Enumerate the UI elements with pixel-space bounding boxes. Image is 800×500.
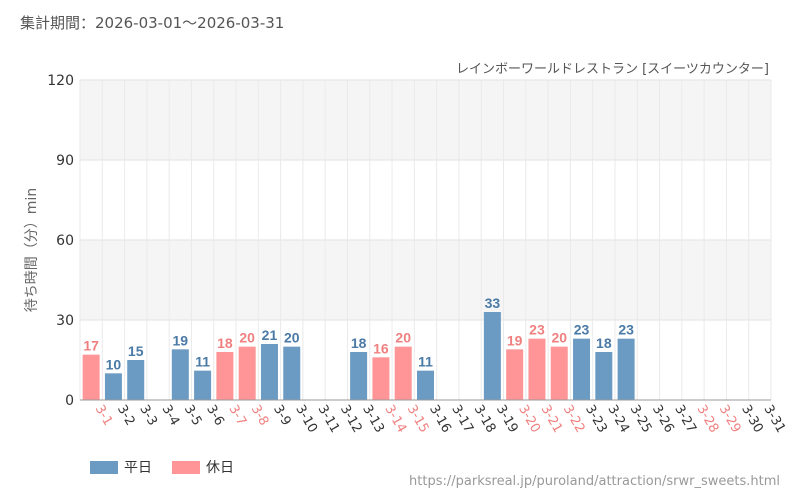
y-tick-label: 90 [56, 153, 74, 169]
x-tick-3-6: 3-6 [203, 403, 227, 429]
value-label-3-5: 19 [173, 332, 189, 348]
bar-3-23 [573, 338, 591, 400]
bar-3-20 [506, 349, 524, 400]
x-tick-3-5: 3-5 [181, 403, 205, 429]
bar-3-9 [260, 344, 278, 400]
y-tick-label: 120 [47, 73, 74, 89]
value-label-3-24: 18 [596, 335, 612, 351]
value-label-3-25: 23 [618, 322, 634, 338]
y-axis-label: 待ち時間（分）min [24, 188, 40, 312]
x-tick-3-22: 3-22 [560, 403, 588, 436]
value-label-3-20: 19 [507, 332, 523, 348]
x-tick-3-12: 3-12 [337, 403, 365, 436]
x-tick-3-3: 3-3 [136, 403, 160, 429]
value-label-3-21: 23 [529, 322, 545, 338]
bar-3-24 [595, 352, 613, 400]
bar-3-2 [104, 373, 122, 400]
bar-3-16 [417, 370, 434, 400]
value-label-3-19: 33 [485, 295, 501, 311]
bar-3-8 [238, 346, 256, 400]
period-label: 集計期間：2026-03-01〜2026-03-31 [20, 14, 285, 32]
value-label-3-1: 17 [83, 338, 99, 354]
value-label-3-22: 20 [551, 330, 567, 346]
value-label-3-6: 11 [195, 354, 210, 370]
x-tick-3-10: 3-10 [292, 403, 320, 436]
attraction-name: レインボーワールドレストラン [スイーツカウンター] [455, 62, 769, 77]
x-tick-3-14: 3-14 [381, 403, 409, 436]
value-label-3-9: 21 [262, 327, 278, 343]
value-label-3-7: 18 [217, 335, 233, 351]
x-tick-3-25: 3-25 [627, 403, 655, 436]
x-tick-3-21: 3-21 [537, 403, 565, 436]
x-tick-3-19: 3-19 [493, 403, 521, 436]
x-tick-3-24: 3-24 [604, 403, 632, 436]
value-label-3-16: 11 [418, 354, 433, 370]
y-tick-label: 0 [65, 393, 74, 409]
value-label-3-14: 16 [373, 340, 389, 356]
bar-3-19 [483, 312, 501, 400]
bar-3-13 [350, 352, 368, 400]
legend-item-holiday[interactable]: 休日 [172, 457, 234, 477]
x-tick-3-15: 3-15 [404, 403, 432, 436]
legend: 平日 休日 [90, 457, 234, 477]
value-label-3-10: 20 [284, 330, 300, 346]
bar-3-6 [194, 370, 212, 400]
x-tick-3-31: 3-31 [760, 403, 788, 436]
x-tick-3-8: 3-8 [248, 403, 272, 429]
x-tick-3-1: 3-1 [92, 403, 116, 429]
x-tick-3-17: 3-17 [448, 403, 476, 436]
x-tick-3-23: 3-23 [582, 403, 610, 436]
x-tick-3-18: 3-18 [471, 403, 499, 436]
x-tick-3-9: 3-9 [270, 403, 294, 429]
x-tick-3-13: 3-13 [359, 403, 387, 436]
bar-3-10 [283, 346, 301, 400]
value-labels: 17 10 15 19 11 18 20 21 20 18 16 20 11 33 19 23 20 23 18 23 [83, 295, 634, 372]
y-tick-label: 60 [56, 233, 74, 249]
y-tick-label: 30 [56, 313, 74, 329]
source-url[interactable]: https://parksreal.jp/puroland/attraction… [409, 474, 780, 489]
x-tick-3-20: 3-20 [515, 403, 543, 436]
bar-3-25 [617, 338, 635, 400]
bar-3-3 [127, 360, 145, 400]
value-label-3-8: 20 [239, 330, 255, 346]
x-tick-3-27: 3-27 [671, 403, 699, 436]
plot-band [80, 240, 771, 320]
weekday-swatch [90, 460, 118, 474]
y-axis-ticks: 0 30 60 90 120 [47, 73, 74, 409]
x-tick-3-7: 3-7 [225, 403, 249, 429]
x-tick-3-29: 3-29 [716, 403, 744, 436]
bar-3-5 [171, 349, 189, 400]
x-tick-3-30: 3-30 [738, 403, 766, 436]
legend-label-weekday: 平日 [124, 460, 152, 476]
value-label-3-2: 10 [106, 356, 122, 372]
x-tick-3-2: 3-2 [114, 403, 138, 429]
x-tick-3-28: 3-28 [694, 403, 722, 436]
bar-3-21 [528, 338, 546, 400]
x-tick-3-26: 3-26 [649, 403, 677, 436]
bar-3-1 [82, 354, 100, 400]
bar-3-22 [550, 346, 568, 400]
value-label-3-13: 18 [351, 335, 367, 351]
plot-band [80, 160, 771, 240]
legend-label-holiday: 休日 [206, 460, 234, 476]
value-label-3-3: 15 [128, 343, 144, 359]
x-tick-3-11: 3-11 [315, 403, 343, 436]
value-label-3-23: 23 [574, 322, 590, 338]
plot-band [80, 80, 771, 160]
bar-3-15 [394, 346, 412, 400]
holiday-swatch [172, 460, 200, 474]
x-tick-3-4: 3-4 [159, 403, 183, 429]
gridlines [79, 79, 772, 400]
x-tick-3-16: 3-16 [426, 403, 454, 436]
value-label-3-15: 20 [395, 330, 411, 346]
x-axis-ticks: 3-13-23-33-43-53-63-73-83-93-103-113-123… [92, 403, 788, 436]
legend-item-weekday[interactable]: 平日 [90, 457, 152, 477]
bars [82, 312, 635, 400]
bar-3-14 [372, 357, 390, 400]
bar-3-7 [216, 352, 234, 400]
